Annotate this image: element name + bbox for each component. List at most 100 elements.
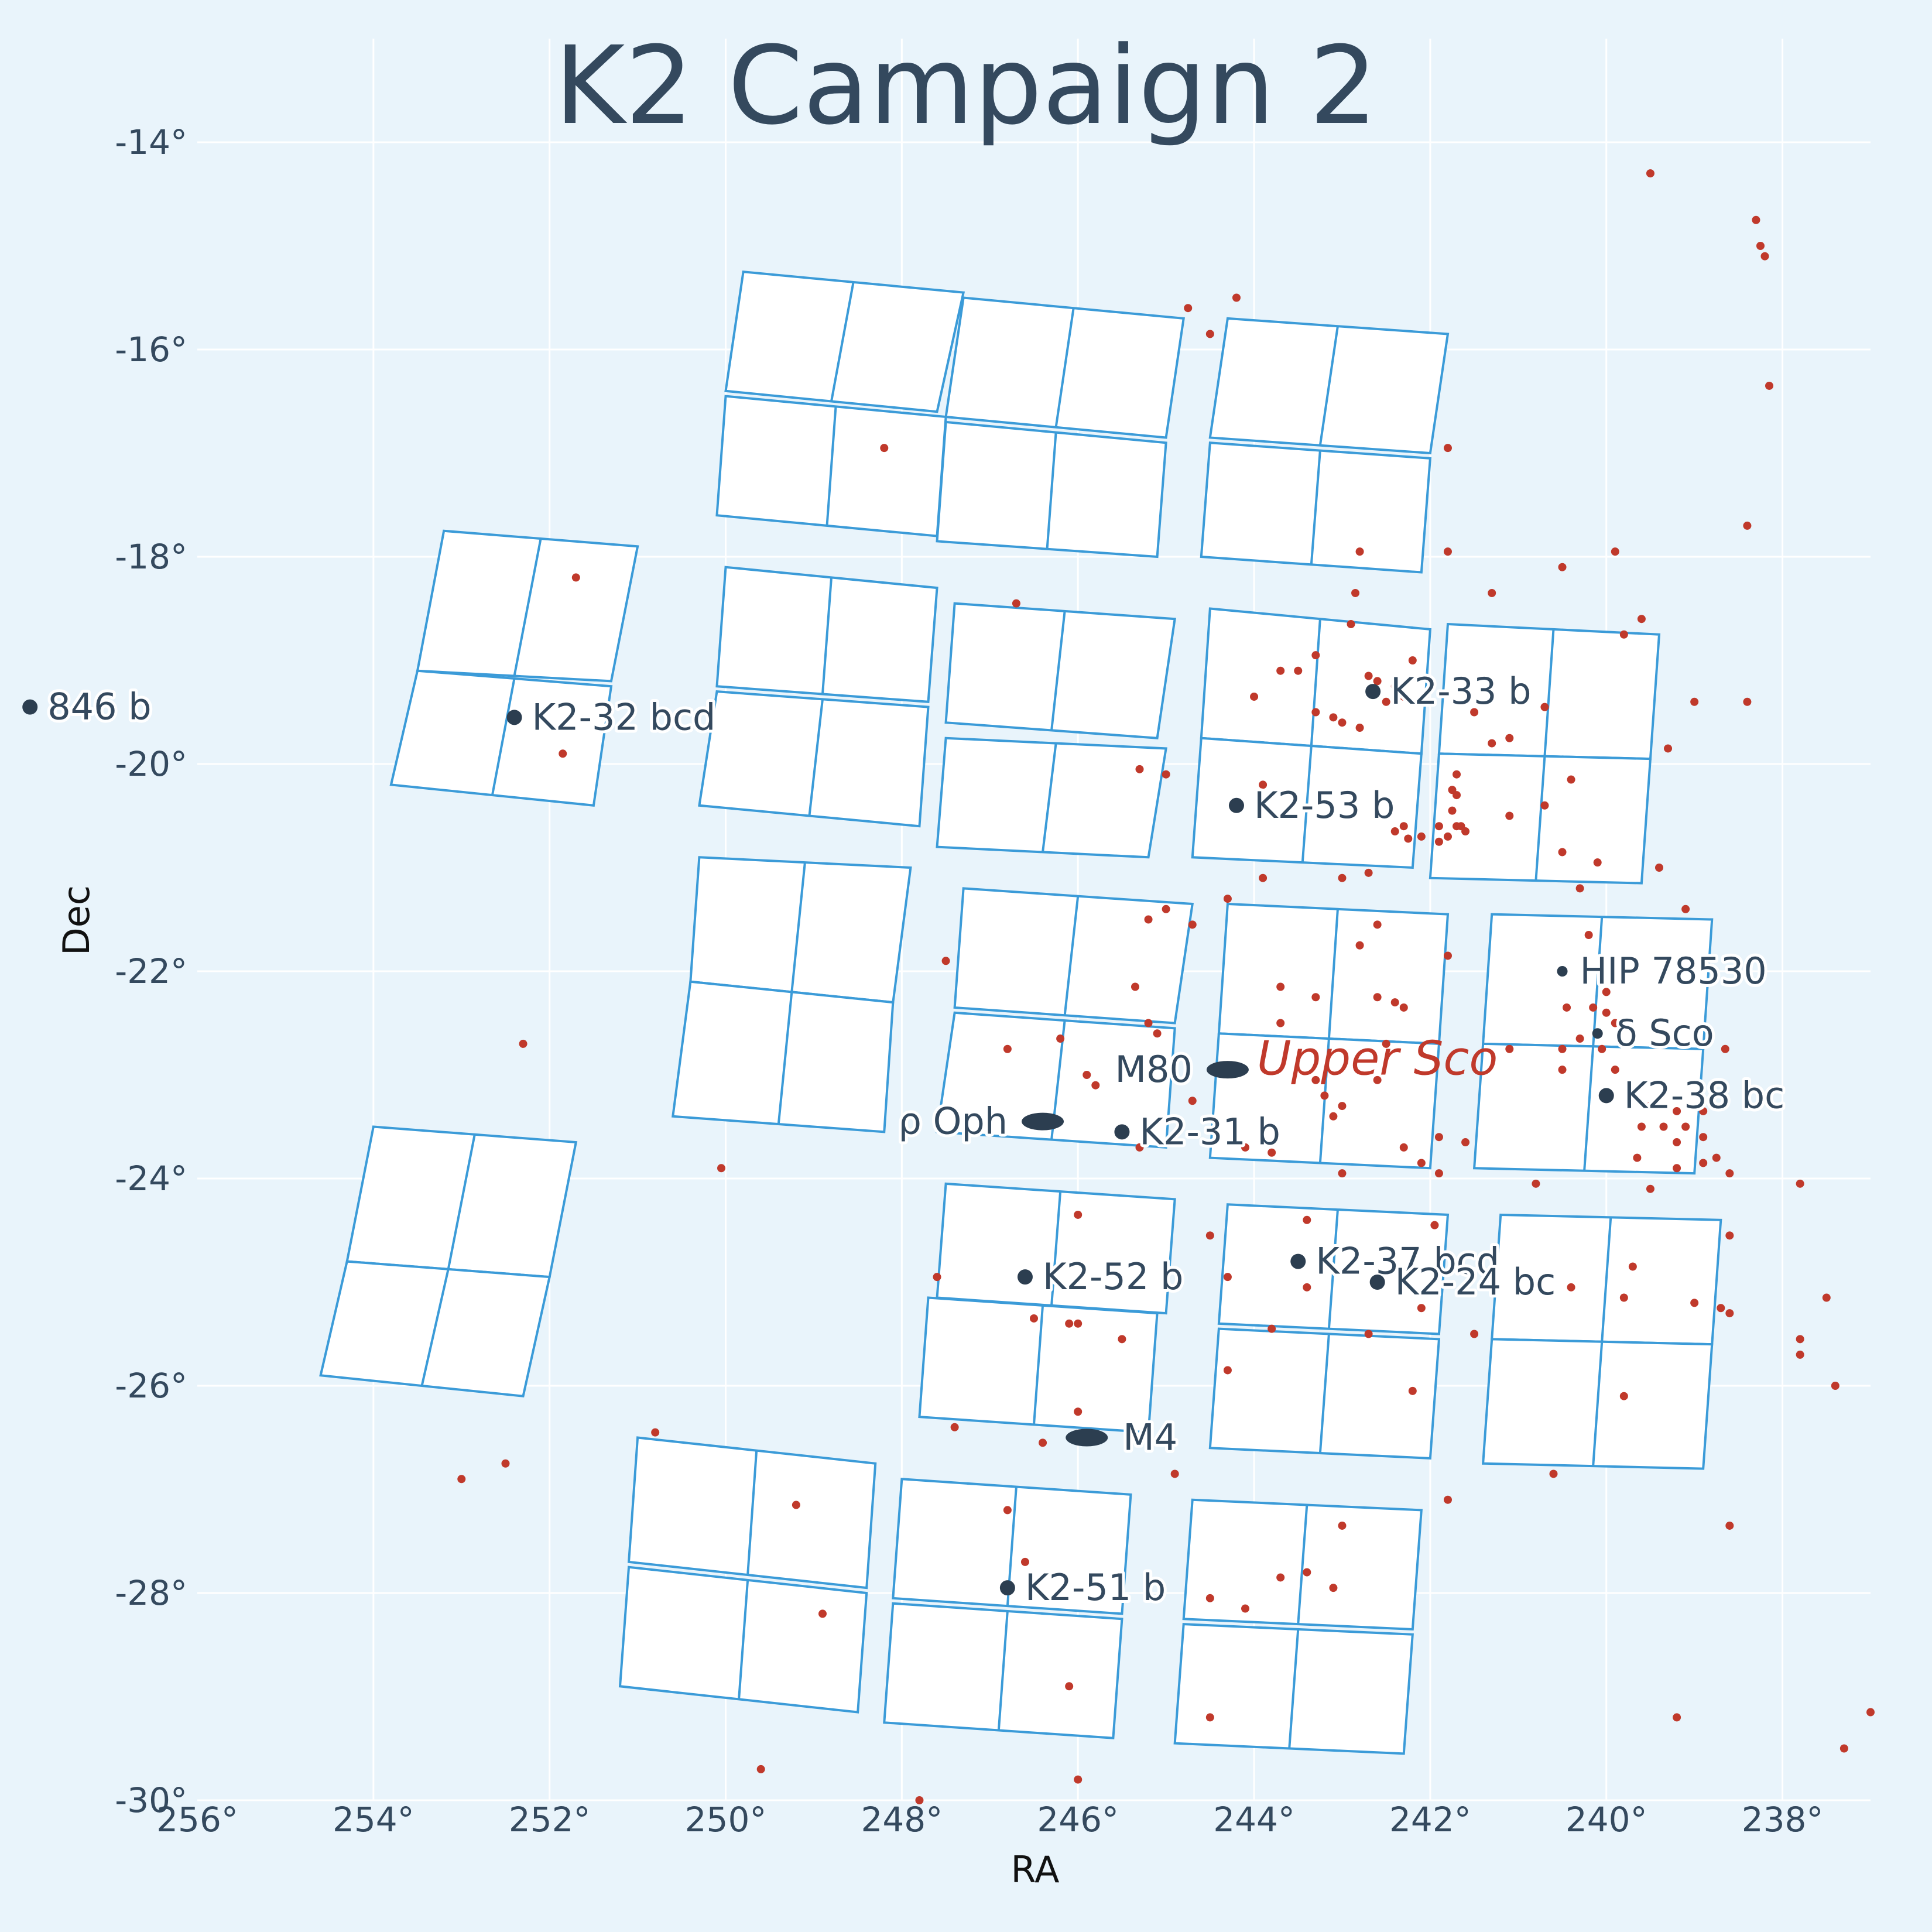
ccd-divider [746,1450,758,1575]
star-point [1505,811,1514,820]
star-point [1131,982,1139,991]
star-point [1567,775,1575,784]
x-tick-label: 254° [333,1800,415,1839]
star-point [1575,1034,1584,1043]
target-point [1365,684,1381,700]
star-point [1673,1138,1681,1147]
ccd-divider [1534,756,1546,881]
star-point [1457,822,1465,831]
y-tick-label: -24° [115,1159,187,1198]
ccd-divider [1054,307,1075,428]
star-point [1532,1179,1540,1188]
target-label: K2-33 b [1390,670,1531,712]
star-point [1144,1019,1153,1027]
star-point [1364,1330,1373,1338]
star-point [1628,1262,1637,1271]
star-point [1654,864,1663,872]
ccd-module [689,856,912,1004]
upper-sco-label: Upper Sco [1257,1031,1498,1085]
ccd-divider [1310,619,1321,746]
x-tick-label: 244° [1213,1800,1295,1839]
ccd-divider [738,1580,749,1700]
star-point [1488,739,1496,748]
star-point [1074,1775,1083,1784]
ccd-divider [1046,432,1057,549]
star-point [1065,1319,1074,1328]
star-point [1673,1713,1681,1722]
star-point [1712,1153,1721,1162]
star-point [1417,1304,1426,1313]
star-point [1866,1708,1875,1717]
star-point [1470,708,1479,717]
star-point [1223,1273,1232,1282]
star-point [1443,444,1452,453]
star-point [1558,1066,1567,1074]
star-point [1453,770,1461,779]
star-point [1743,521,1752,530]
target-point [999,1580,1015,1596]
star-point [1598,1044,1606,1053]
star-point [1329,713,1338,722]
star-point [1039,1438,1047,1447]
star-point [1699,1107,1708,1115]
star-point [915,1796,924,1804]
star-point [1135,765,1144,773]
cluster-marker [1206,1061,1249,1079]
star-point [1717,1304,1725,1313]
ccd-divider [420,1269,450,1386]
star-point [1690,697,1699,706]
ccd-module [724,270,965,413]
target-point [1369,1275,1385,1290]
star-point [1373,677,1382,686]
star-point [1448,806,1457,815]
y-tick-label: -16° [115,330,187,369]
star-point [1558,1044,1567,1053]
x-tick-label: 252° [509,1800,591,1839]
cluster-label: M4 [1123,1416,1177,1459]
y-tick-label: -26° [115,1366,187,1406]
star-point [1338,1102,1347,1111]
star-point [559,749,567,758]
x-axis-label: RA [1011,1848,1060,1891]
star-point [1839,1744,1848,1753]
star-point [941,957,950,965]
star-point [1223,895,1232,903]
star-point [1434,1169,1443,1178]
star-point [1303,1215,1311,1224]
cluster-label: ρ Oph [899,1100,1008,1143]
ccd-divider [513,538,542,676]
star-point [933,1273,941,1282]
target-label: K2-51 b [1025,1566,1166,1609]
star-point [1303,1283,1311,1292]
target-label: K2-37 bcd [1316,1240,1499,1283]
star-point [1170,1469,1179,1478]
star-point [1558,848,1567,857]
star-point [1259,873,1268,882]
star-point [1567,1283,1575,1292]
star-point [571,573,580,582]
x-tick-label: 256° [156,1800,238,1839]
star-point [1404,834,1413,843]
star-point [1118,1335,1126,1344]
star-point [1796,1350,1804,1359]
x-tick-label: 250° [685,1800,767,1839]
star-point [1065,1682,1074,1691]
star-point [1584,931,1593,940]
star-point [1268,1324,1276,1333]
ccd-divider [1310,450,1321,565]
star-point [1003,1506,1012,1515]
star-point [1505,734,1514,742]
ccd-divider [1327,909,1339,1039]
star-point [1364,868,1373,877]
ccd-divider [821,577,833,694]
ccd-divider [1288,1629,1300,1749]
star-point [1443,832,1452,841]
star-point [1241,1143,1250,1152]
star-point [1223,1366,1232,1375]
star-point [1153,1029,1162,1038]
target-label: 846 b [47,686,151,728]
star-point [1347,620,1355,629]
cluster-marker [1022,1112,1064,1131]
star-point [1760,252,1769,261]
star-point [1311,993,1320,1002]
